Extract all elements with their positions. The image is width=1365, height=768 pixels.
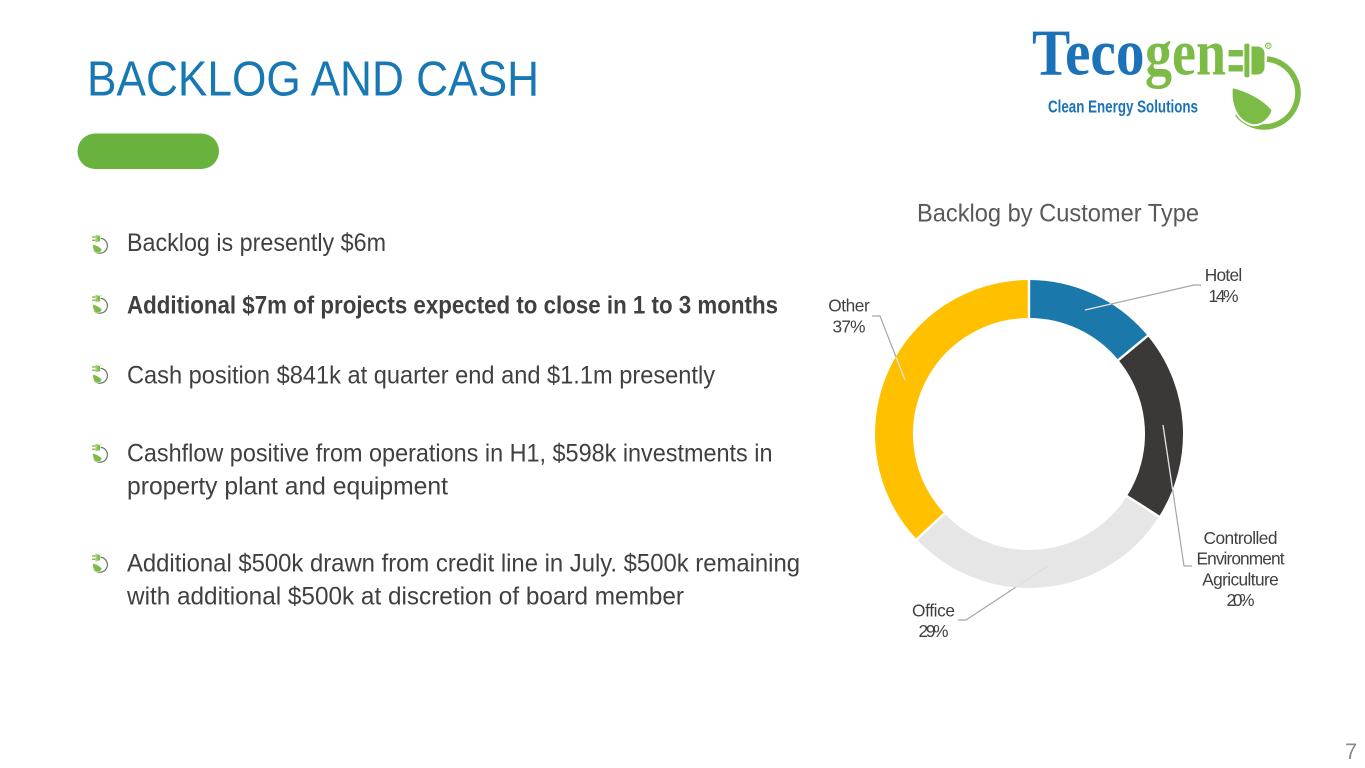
svg-text:gen: gen <box>1145 17 1226 90</box>
svg-text:Office: Office <box>912 601 955 621</box>
svg-text:Additional $500k drawn from cr: Additional $500k drawn from credit line … <box>127 550 800 578</box>
svg-text:29%: 29% <box>919 621 949 641</box>
svg-text:37%: 37% <box>833 317 866 337</box>
svg-text:Clean Energy Solutions: Clean Energy Solutions <box>1048 96 1198 116</box>
svg-text:property plant and equipment: property plant and equipment <box>127 473 448 501</box>
svg-text:Cashflow positive from operati: Cashflow positive from operations in H1,… <box>127 440 773 468</box>
svg-text:14%: 14% <box>1209 286 1239 306</box>
svg-text:Backlog by Customer Type: Backlog by Customer Type <box>917 201 1199 228</box>
svg-text:Environment: Environment <box>1197 549 1285 569</box>
svg-text:Teco: Teco <box>1032 17 1145 90</box>
svg-text:Cash position $841k at quarter: Cash position $841k at quarter end and $… <box>127 362 715 390</box>
svg-text:Other: Other <box>828 296 870 316</box>
svg-text:Controlled: Controlled <box>1204 528 1278 548</box>
svg-text:Hotel: Hotel <box>1205 265 1243 285</box>
svg-text:Agriculture: Agriculture <box>1202 569 1279 589</box>
svg-text:Backlog is presently $6m: Backlog is presently $6m <box>127 229 386 257</box>
svg-text:with additional $500k at discr: with additional $500k at discretion of b… <box>126 583 684 611</box>
svg-text:20%: 20% <box>1227 590 1255 610</box>
svg-text:Additional $7m of projects exp: Additional $7m of projects expected to c… <box>127 292 778 320</box>
svg-text:7: 7 <box>1345 739 1357 764</box>
svg-text:BACKLOG AND CASH: BACKLOG AND CASH <box>87 53 539 107</box>
